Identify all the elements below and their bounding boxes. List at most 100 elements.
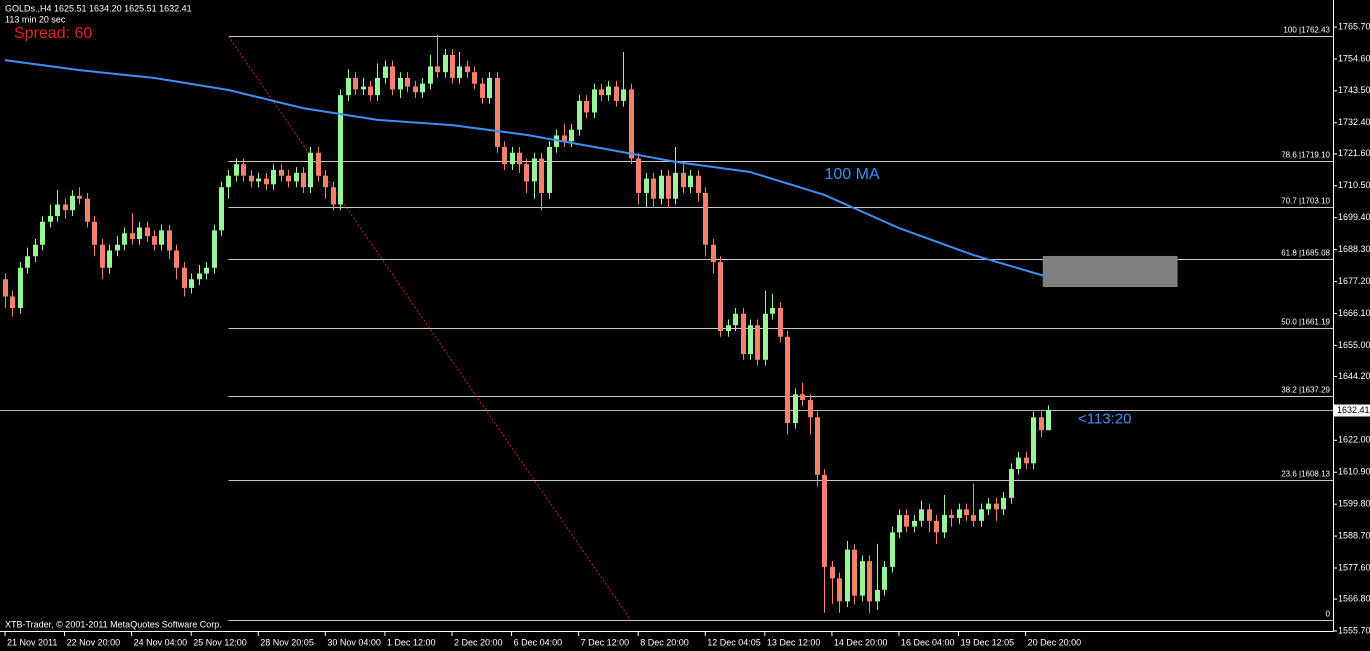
candle-body bbox=[10, 296, 15, 309]
candle-body bbox=[308, 152, 313, 188]
candle-body bbox=[256, 178, 261, 182]
candle-body bbox=[726, 325, 731, 332]
candle-body bbox=[919, 509, 924, 521]
candle-body bbox=[405, 77, 410, 87]
candle-body bbox=[264, 178, 269, 185]
candle-body bbox=[733, 313, 738, 326]
candle-body bbox=[852, 549, 857, 596]
candle-body bbox=[815, 417, 820, 475]
y-tick-label: 1743.50 bbox=[1338, 85, 1370, 95]
candle-body bbox=[63, 204, 68, 211]
candle-body bbox=[1046, 410, 1051, 431]
candle-body bbox=[219, 187, 224, 231]
candle-body bbox=[472, 72, 477, 84]
y-tick-label: 1721.60 bbox=[1338, 148, 1370, 158]
candle-body bbox=[681, 172, 686, 188]
candle-body bbox=[420, 83, 425, 93]
candle-body bbox=[435, 66, 440, 73]
candle-body bbox=[890, 532, 895, 567]
candle-body bbox=[159, 230, 164, 245]
candle-body bbox=[785, 336, 790, 424]
candle-body bbox=[867, 561, 872, 602]
candle-body bbox=[55, 204, 60, 216]
candle-body bbox=[830, 566, 835, 579]
candle-body bbox=[979, 509, 984, 521]
candle-body bbox=[197, 273, 202, 280]
fib-label: 23.6 |1608.13 bbox=[1281, 470, 1330, 479]
fib-label: 38.2 |1637.29 bbox=[1281, 386, 1330, 395]
x-tick-label: 20 Dec 20:00 bbox=[1028, 637, 1082, 647]
candle-body bbox=[457, 66, 462, 78]
candle-body bbox=[837, 578, 842, 602]
footer: XTB-Trader, © 2001-2011 MetaQuotes Softw… bbox=[5, 619, 222, 629]
x-tick-label: 24 Nov 04:00 bbox=[134, 637, 188, 647]
fib-label: 78.6 |1719.10 bbox=[1281, 151, 1330, 160]
candle-body bbox=[137, 227, 142, 239]
candle-body bbox=[1001, 497, 1006, 510]
y-tick-label: 1644.20 bbox=[1338, 371, 1370, 381]
candle-body bbox=[986, 503, 991, 510]
candle-body bbox=[271, 169, 276, 185]
candle-body bbox=[808, 400, 813, 418]
price-tag bbox=[1334, 404, 1370, 417]
candle-body bbox=[346, 77, 351, 96]
candle-body bbox=[212, 230, 217, 268]
candle-body bbox=[659, 175, 664, 199]
candle-body bbox=[383, 66, 388, 78]
candle-body bbox=[696, 175, 701, 193]
x-tick-label: 2 Dec 20:00 bbox=[454, 637, 503, 647]
x-tick-label: 22 Nov 20:00 bbox=[67, 637, 121, 647]
candle-body bbox=[85, 198, 90, 222]
candle-body bbox=[957, 509, 962, 518]
candle-body bbox=[845, 549, 850, 602]
y-tick-label: 1688.30 bbox=[1338, 244, 1370, 254]
candle-body bbox=[964, 509, 969, 516]
candle-body bbox=[182, 267, 187, 288]
y-tick-label: 1622.00 bbox=[1338, 435, 1370, 445]
candle-body bbox=[115, 244, 120, 251]
candle-body bbox=[189, 279, 194, 288]
zone bbox=[1042, 255, 1178, 288]
y-tick-label: 1765.70 bbox=[1338, 21, 1370, 31]
fib-label: 50.0 |1661.19 bbox=[1281, 318, 1330, 327]
candle-body bbox=[524, 164, 529, 182]
candle-body bbox=[368, 86, 373, 96]
candle-body bbox=[450, 54, 455, 78]
candle-body bbox=[502, 146, 507, 165]
candle-body bbox=[286, 175, 291, 182]
candle-body bbox=[606, 86, 611, 96]
candle-body bbox=[361, 86, 366, 90]
x-tick-label: 25 Nov 12:00 bbox=[193, 637, 247, 647]
candle-body bbox=[748, 325, 753, 355]
spread-label: Spread: 60 bbox=[14, 25, 92, 42]
candle-body bbox=[495, 77, 500, 147]
fib-label: 100 |1762.43 bbox=[1283, 26, 1330, 35]
candle-body bbox=[673, 172, 678, 199]
candle-body bbox=[25, 256, 30, 268]
candle-body bbox=[547, 146, 552, 193]
candle-body bbox=[234, 164, 239, 176]
candle-body bbox=[629, 89, 634, 159]
y-tick-label: 1710.50 bbox=[1338, 180, 1370, 190]
candle-body bbox=[33, 244, 38, 257]
candle-body bbox=[301, 172, 306, 188]
moving-average bbox=[4, 59, 1049, 278]
x-tick-label: 16 Dec 04:00 bbox=[901, 637, 955, 647]
candle-body bbox=[428, 66, 433, 84]
candle-body bbox=[465, 66, 470, 73]
x-tick-label: 13 Dec 12:00 bbox=[767, 637, 821, 647]
x-tick-label: 6 Dec 04:00 bbox=[514, 637, 563, 647]
candle-body bbox=[912, 520, 917, 527]
candle-body bbox=[3, 279, 8, 297]
candle-body bbox=[599, 89, 604, 96]
chart-subtitle: 113 min 20 sec bbox=[5, 14, 66, 24]
candle-body bbox=[621, 89, 626, 101]
y-tick-label: 1588.70 bbox=[1338, 530, 1370, 540]
y-tick-label: 1577.60 bbox=[1338, 562, 1370, 572]
y-tick-label: 1754.60 bbox=[1338, 53, 1370, 63]
ma-label: 100 MA bbox=[824, 166, 879, 183]
fib-label: 70.7 |1703.10 bbox=[1281, 197, 1330, 206]
x-tick-label: 14 Dec 20:00 bbox=[834, 637, 888, 647]
candle-body bbox=[122, 233, 127, 245]
